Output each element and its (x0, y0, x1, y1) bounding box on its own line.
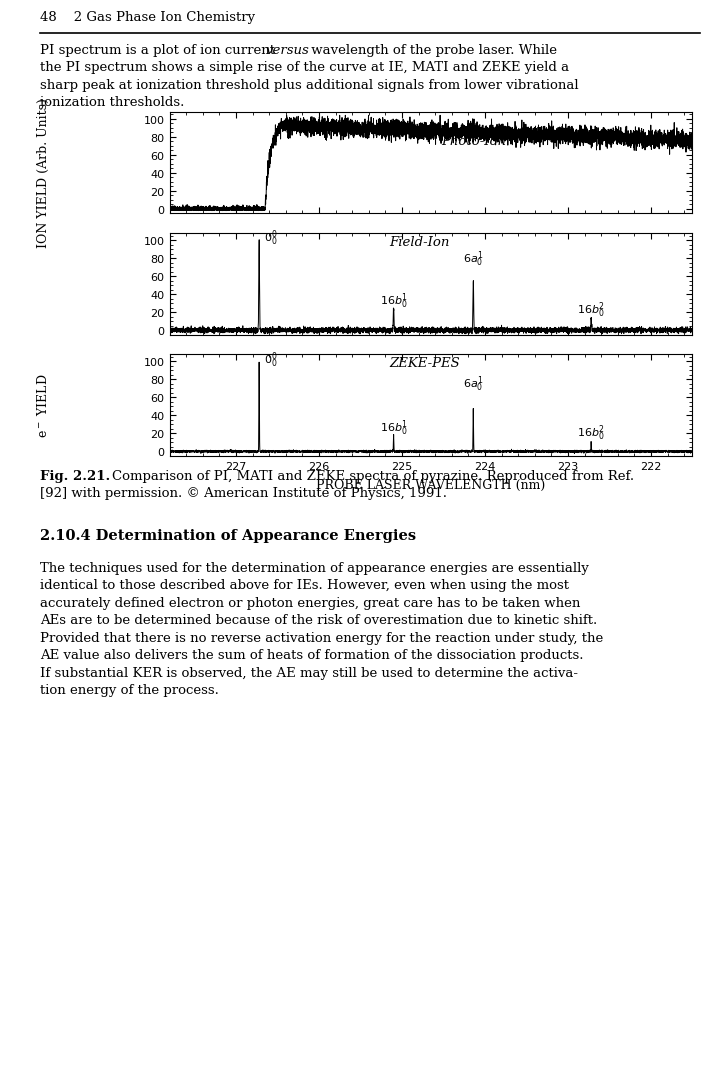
Text: 2.10.4 Determination of Appearance Energies: 2.10.4 Determination of Appearance Energ… (40, 529, 415, 543)
Text: Provided that there is no reverse activation energy for the reaction under study: Provided that there is no reverse activa… (40, 631, 603, 644)
Text: $6a^1_0$: $6a^1_0$ (463, 249, 483, 269)
Text: sharp peak at ionization threshold plus additional signals from lower vibrationa: sharp peak at ionization threshold plus … (40, 79, 578, 92)
Text: identical to those described above for IEs. However, even when using the most: identical to those described above for I… (40, 579, 568, 592)
Text: AE value also delivers the sum of heats of formation of the dissociation product: AE value also delivers the sum of heats … (40, 649, 583, 662)
Text: wavelength of the probe laser. While: wavelength of the probe laser. While (306, 44, 557, 57)
Text: the PI spectrum shows a simple rise of the curve at IE, MATI and ZEKE yield a: the PI spectrum shows a simple rise of t… (40, 61, 569, 74)
Text: Comparison of PI, MATI and ZEKE spectra of pyrazine. Reproduced from Ref.: Comparison of PI, MATI and ZEKE spectra … (112, 470, 634, 483)
X-axis label: PROBE LASER WAVELENGTH (nm): PROBE LASER WAVELENGTH (nm) (317, 478, 545, 491)
Text: e$^-$ YIELD: e$^-$ YIELD (36, 373, 50, 438)
Text: [92] with permission. © American Institute of Physics, 1991.: [92] with permission. © American Institu… (40, 487, 446, 500)
Text: accurately defined electron or photon energies, great care has to be taken when: accurately defined electron or photon en… (40, 596, 580, 609)
Text: $0^0_0$: $0^0_0$ (265, 349, 278, 369)
Text: $16b^1_0$: $16b^1_0$ (379, 418, 407, 438)
Text: If substantial KER is observed, the AE may still be used to determine the activa: If substantial KER is observed, the AE m… (40, 666, 578, 679)
Text: $16b^2_0$: $16b^2_0$ (577, 423, 605, 442)
Text: versus: versus (265, 44, 309, 57)
Text: $6a^1_0$: $6a^1_0$ (463, 375, 483, 394)
Text: Field-Ion: Field-Ion (389, 236, 449, 249)
Text: $16b^2_0$: $16b^2_0$ (577, 299, 605, 319)
Text: Fig. 2.21.: Fig. 2.21. (40, 470, 110, 483)
Text: $16b^1_0$: $16b^1_0$ (379, 292, 407, 311)
Text: ZEKE-PES: ZEKE-PES (389, 357, 460, 370)
Text: Photo-Ion: Photo-Ion (441, 135, 506, 149)
Text: The techniques used for the determination of appearance energies are essentially: The techniques used for the determinatio… (40, 561, 588, 574)
Text: 48    2 Gas Phase Ion Chemistry: 48 2 Gas Phase Ion Chemistry (40, 11, 255, 24)
Text: ionization thresholds.: ionization thresholds. (40, 96, 184, 109)
Text: tion energy of the process.: tion energy of the process. (40, 684, 218, 697)
Text: PI spectrum is a plot of ion current: PI spectrum is a plot of ion current (40, 44, 279, 57)
Text: ION YIELD (Arb. Units): ION YIELD (Arb. Units) (37, 98, 50, 248)
Text: $0^0_0$: $0^0_0$ (265, 228, 278, 248)
Text: AEs are to be determined because of the risk of overestimation due to kinetic sh: AEs are to be determined because of the … (40, 614, 597, 627)
